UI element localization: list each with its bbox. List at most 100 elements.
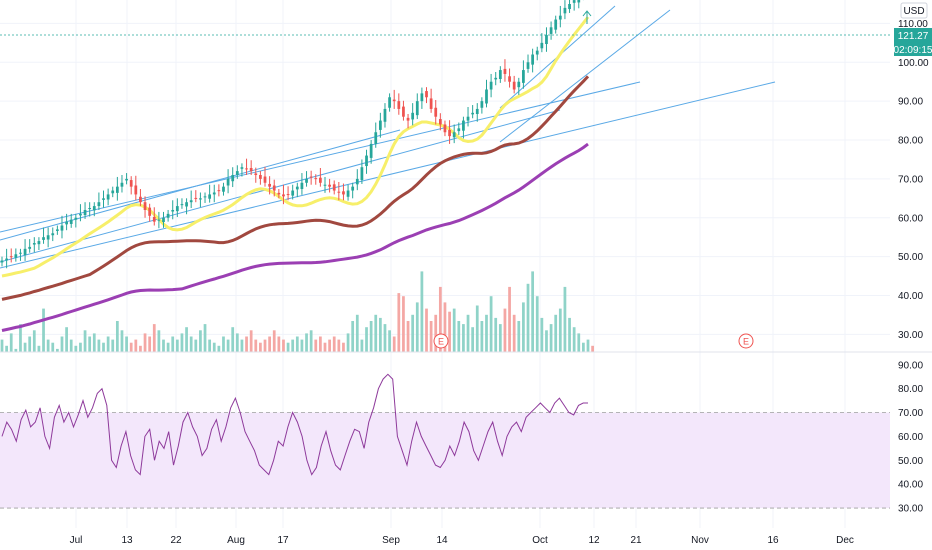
volume-bar	[323, 342, 327, 352]
volume-bar	[235, 333, 239, 352]
candle-body	[286, 194, 290, 196]
candle-body	[351, 186, 355, 191]
earnings-marker[interactable]	[433, 333, 449, 349]
volume-bar	[51, 342, 55, 352]
candle-body	[180, 204, 184, 206]
candle-body	[328, 184, 331, 187]
volume-bar	[494, 317, 498, 352]
candle-body	[402, 106, 405, 117]
candle-body	[429, 98, 433, 109]
volume-bar	[522, 302, 525, 352]
volume-bar	[5, 345, 8, 352]
candle-body	[217, 190, 221, 192]
volume-bar	[365, 327, 368, 352]
candle-body	[199, 198, 202, 200]
candle-body	[129, 180, 133, 187]
candle-body	[475, 108, 479, 114]
volume-bar	[212, 342, 216, 352]
candle-body	[282, 194, 285, 197]
candle-body	[245, 168, 248, 170]
candle-body	[226, 178, 230, 186]
candle-body	[295, 186, 299, 190]
candle-body	[337, 191, 341, 193]
volume-bar	[314, 339, 318, 352]
volume-bar	[342, 342, 345, 352]
candle-body	[134, 185, 138, 195]
volume-bar	[111, 339, 115, 352]
candle-body	[171, 209, 175, 212]
currency-badge[interactable]: USD	[900, 2, 928, 19]
volume-bar	[208, 339, 212, 352]
candle-body	[319, 177, 322, 183]
candle-body	[462, 120, 465, 131]
candle-body	[374, 132, 378, 144]
candle-body	[120, 182, 124, 187]
candle-body	[19, 252, 22, 254]
volume-bar	[540, 317, 544, 352]
candle-body	[97, 202, 101, 207]
candle-body	[540, 42, 544, 49]
candle-body	[74, 217, 78, 220]
volume-bar	[249, 330, 253, 352]
last-price-badge: 121.27 02:09:15	[894, 28, 932, 56]
price-tick-label: 60.00	[898, 213, 923, 224]
price-scale[interactable]	[892, 0, 932, 550]
arrow-up-icon	[582, 10, 592, 24]
candle-body	[563, 7, 567, 14]
rsi-tick-label: 90.00	[898, 360, 923, 371]
volume-bar	[102, 342, 105, 352]
volume-bar	[369, 321, 373, 352]
candle-body	[194, 197, 198, 199]
volume-bar	[28, 336, 32, 352]
volume-bar	[309, 330, 313, 352]
time-axis-ticks: Jul 13 22 Aug 17 Sep 14 Oct 12 21 Nov 16 Dec	[70, 535, 854, 546]
candle-body	[51, 233, 55, 236]
volume-bar	[420, 271, 424, 352]
candle-body	[152, 216, 156, 222]
price-axis-ticks: 110.00 100.00 90.00 80.00 70.00 60.00 50.00 40.…	[898, 19, 929, 341]
trend-line	[499, 9, 671, 143]
moving-average-line	[1, 142, 589, 332]
volume-bar	[217, 345, 221, 352]
candle-body	[378, 120, 382, 130]
volume-bar	[489, 296, 493, 352]
candle-body	[79, 213, 82, 216]
volume-bar	[148, 336, 152, 352]
countdown-label: 02:09:15	[894, 45, 932, 56]
volume-bar	[346, 333, 350, 352]
candle-body	[342, 191, 345, 195]
trend-line	[0, 81, 776, 269]
volume-bar	[79, 342, 82, 352]
volume-bar	[245, 336, 248, 352]
candle-body	[522, 70, 525, 83]
candle-body	[32, 243, 36, 245]
volume-bar	[568, 317, 571, 352]
volume-bar	[199, 330, 202, 352]
candle-body	[443, 124, 447, 133]
candle-body	[249, 168, 253, 172]
rsi-axis-ticks: 90.00 80.00 70.00 60.00 50.00 40.00 30.00	[898, 360, 923, 514]
candle-body	[277, 192, 281, 195]
moving-average-line	[1, 75, 590, 301]
candle-body	[360, 167, 364, 181]
time-tick-label: 17	[277, 535, 289, 546]
candle-body	[88, 208, 92, 210]
volume-bar	[171, 336, 175, 352]
volume-bar	[355, 314, 359, 352]
earnings-marker[interactable]	[738, 333, 754, 349]
volume-bar	[152, 324, 156, 352]
volume-bar	[554, 314, 558, 352]
time-tick-label: 22	[170, 535, 182, 546]
volume-bar	[411, 314, 415, 352]
volume-bar	[517, 321, 521, 352]
volume-bar	[388, 330, 391, 352]
candle-body	[203, 196, 207, 198]
candle-body	[420, 93, 424, 102]
candle-body	[346, 190, 350, 197]
candle-body	[272, 185, 276, 191]
candlesticks[interactable]	[0, 0, 590, 269]
volume-bar	[508, 286, 511, 352]
volume-bar	[231, 327, 235, 352]
